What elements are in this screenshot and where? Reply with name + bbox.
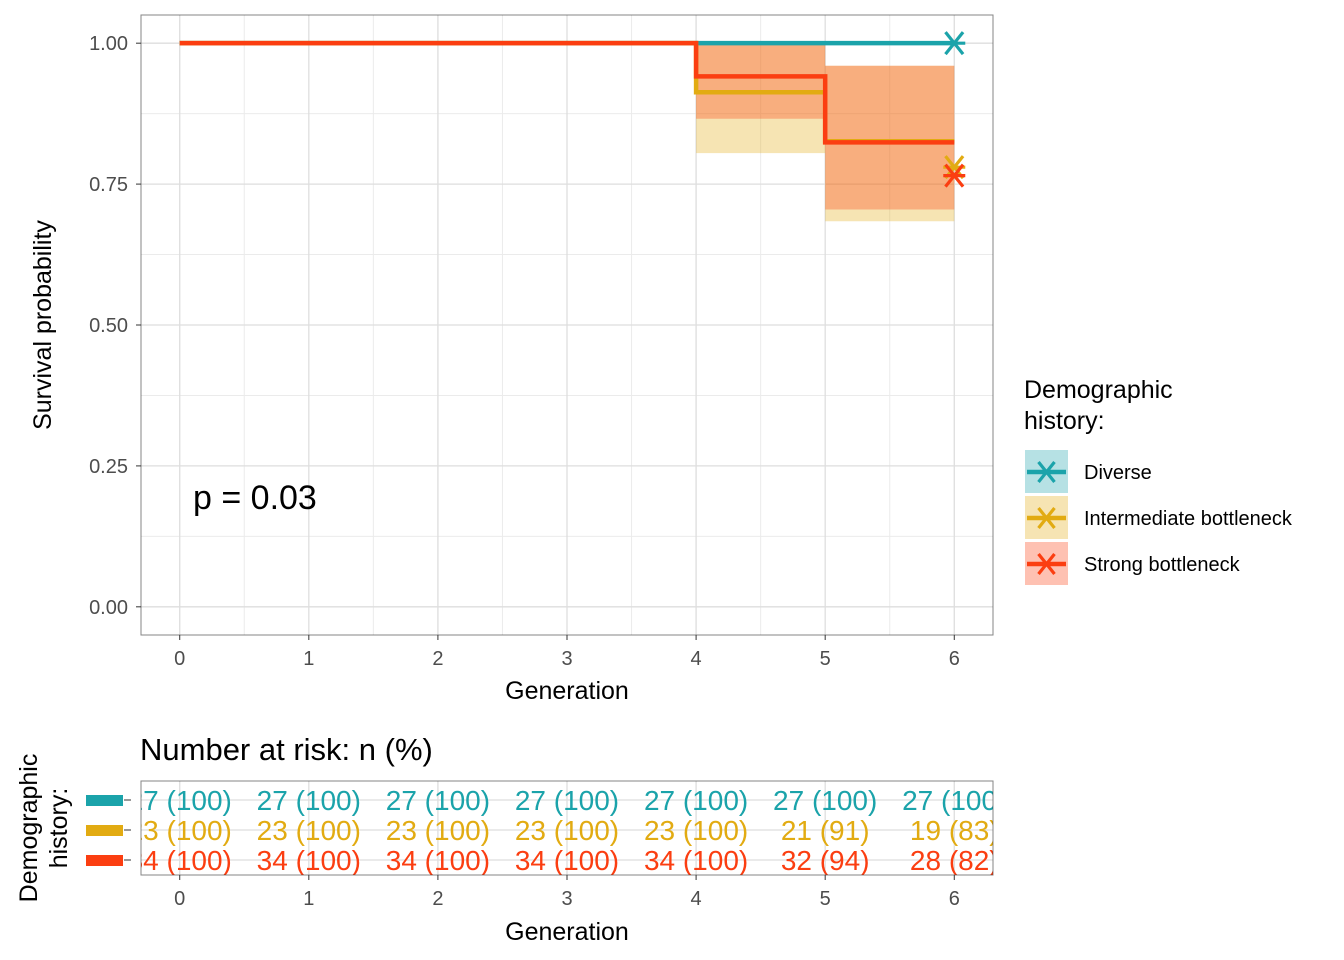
x-tick-label: 6 (949, 648, 960, 670)
risk-table-row-swatches (86, 795, 131, 866)
censor-marks (943, 31, 966, 188)
risk-table: Number at risk: n (%) 27 (100) 27 (100) 27… (15, 732, 1006, 946)
y-axis-label: Survival probability (29, 220, 57, 430)
ci-band (179, 43, 955, 210)
risk-x-tick-label: 6 (949, 888, 960, 910)
risk-table-grid (141, 781, 993, 875)
y-tick-label: 1.00 (89, 33, 128, 55)
risk-x-tick-label: 4 (691, 888, 702, 910)
risk-cell: 27 (100) (128, 785, 232, 816)
survival-curve (179, 40, 955, 145)
risk-cell: 27 (100) (773, 785, 877, 816)
legend-censor-icon (1036, 507, 1057, 529)
x-tick-label: 1 (303, 648, 314, 670)
risk-y-label-line: history: (45, 788, 73, 869)
risk-cell: 27 (100) (902, 785, 1006, 816)
y-axis-ticks: 0.00 0.25 0.50 0.75 1.00 (89, 33, 141, 619)
p-value-annotation: p = 0.03 (193, 479, 317, 517)
x-axis-label: Generation (505, 677, 629, 705)
risk-row-swatch (86, 795, 123, 806)
risk-table-y-label: Demographichistory: (15, 754, 73, 903)
x-tick-label: 3 (561, 648, 572, 670)
risk-cell: 34 (100) (644, 845, 748, 876)
censor-mark (943, 31, 966, 56)
risk-x-tick-label: 3 (561, 888, 572, 910)
risk-cell: 23 (100) (386, 815, 490, 846)
risk-cell: 19 (83) (910, 815, 999, 846)
x-tick-label: 4 (691, 648, 702, 670)
legend-keys: Diverse Intermediate bottleneck Strong bot… (1025, 450, 1293, 585)
risk-cell: 28 (82) (910, 845, 999, 876)
risk-cell: 34 (100) (386, 845, 490, 876)
legend-title-line: Demographic (1024, 376, 1173, 404)
x-tick-label: 2 (432, 648, 443, 670)
y-tick-label: 0.00 (89, 597, 128, 619)
risk-y-label-line: Demographic (15, 754, 43, 903)
risk-row-swatch (86, 825, 123, 836)
risk-table-cells: 27 (100) 27 (100) 27 (100) 27 (100) 27 (100)… (128, 785, 1006, 876)
risk-row-swatch (86, 855, 123, 866)
risk-cell: 34 (100) (515, 845, 619, 876)
risk-cell: 32 (94) (781, 845, 870, 876)
risk-cell: 23 (100) (257, 815, 361, 846)
risk-cell: 34 (100) (257, 845, 361, 876)
y-tick-label: 0.75 (89, 174, 128, 196)
legend-item: Strong bottleneck (1025, 542, 1241, 585)
x-axis-ticks: 0 1 2 3 4 5 6 (174, 635, 960, 670)
legend-censor-icon (1036, 461, 1057, 483)
risk-x-tick-label: 0 (174, 888, 185, 910)
risk-x-tick-label: 1 (303, 888, 314, 910)
risk-table-x-label: Generation (505, 918, 629, 946)
y-tick-label: 0.50 (89, 315, 128, 337)
survival-curves (179, 40, 955, 145)
legend-item: Diverse (1025, 450, 1152, 493)
risk-cell: 27 (100) (257, 785, 361, 816)
x-tick-label: 5 (820, 648, 831, 670)
x-tick-label: 0 (174, 648, 185, 670)
risk-cell: 27 (100) (644, 785, 748, 816)
risk-cell: 27 (100) (515, 785, 619, 816)
risk-x-tick-label: 5 (820, 888, 831, 910)
legend-title-line: history: (1024, 407, 1105, 435)
legend: Demographic history: Diverse Intermediate … (1024, 376, 1293, 585)
legend-item: Intermediate bottleneck (1025, 496, 1293, 539)
risk-table-title: Number at risk: n (%) (140, 732, 433, 767)
censor-mark (943, 163, 966, 188)
legend-title: Demographic history: (1024, 376, 1173, 435)
risk-cell: 34 (100) (128, 845, 232, 876)
legend-label: Intermediate bottleneck (1084, 508, 1293, 530)
risk-table-x-ticks: 0 1 2 3 4 5 6 (174, 875, 960, 910)
risk-x-tick-label: 2 (432, 888, 443, 910)
legend-label: Strong bottleneck (1084, 554, 1241, 576)
legend-label: Diverse (1084, 462, 1152, 484)
risk-cell: 21 (91) (781, 815, 870, 846)
ci-band (179, 43, 955, 222)
legend-censor-icon (1036, 553, 1057, 575)
confidence-bands (179, 43, 955, 222)
y-tick-label: 0.25 (89, 456, 128, 478)
risk-cell: 23 (100) (128, 815, 232, 846)
risk-cell: 23 (100) (644, 815, 748, 846)
risk-cell: 27 (100) (386, 785, 490, 816)
risk-cell: 23 (100) (515, 815, 619, 846)
